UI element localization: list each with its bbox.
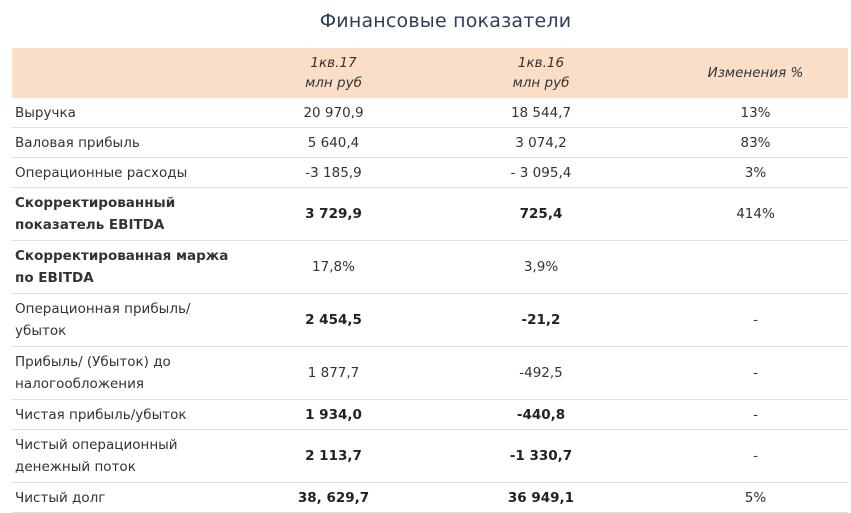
row-q16-value: 3,9%	[419, 240, 663, 294]
row-label: Чистый долг	[12, 482, 248, 513]
row-label: Скорректированный показатель EBITDA	[12, 187, 248, 241]
row-change-value: -	[663, 429, 848, 483]
table-row: Прибыль/ (Убыток) до налогообложения 1 87…	[12, 346, 848, 400]
row-q17-value: 20 970,9	[248, 98, 419, 128]
row-q16-value: -1 330,7	[419, 429, 663, 483]
row-q16-value: -440,8	[419, 399, 663, 430]
row-label: Скорректированная маржа по EBITDA	[12, 240, 248, 294]
header-q16-period: 1кв.16	[517, 55, 565, 71]
row-change-value: -	[663, 399, 848, 430]
row-q16-value: 725,4	[419, 187, 663, 241]
row-change-value: 5%	[663, 482, 848, 513]
table-row: Скорректированный показатель EBITDA 3 729…	[12, 187, 848, 241]
header-q17: 1кв.17 млн руб	[248, 48, 419, 98]
row-label: Операционная прибыль/убыток	[12, 293, 248, 347]
table-row: Выручка 20 970,9 18 544,7 13%	[12, 98, 848, 128]
row-change-value: 3%	[663, 157, 848, 188]
row-change-value: 414%	[663, 187, 848, 241]
row-label: Чистый операционный денежный поток	[12, 429, 248, 483]
page-title: Финансовые показатели	[319, 10, 572, 32]
row-q17-value: 38, 629,7	[248, 482, 419, 513]
row-q16-value: 3 074,2	[419, 127, 663, 158]
header-q16: 1кв.16 млн руб	[419, 48, 663, 98]
header-label-cell	[12, 48, 248, 98]
table-row: Операционная прибыль/убыток 2 454,5 -21,…	[12, 293, 848, 347]
row-q17-value: -3 185,9	[248, 157, 419, 188]
row-q16-value: 18 544,7	[419, 98, 663, 128]
financial-table: 1кв.17 млн руб 1кв.16 млн руб Изменения …	[12, 48, 848, 513]
row-change-value: 83%	[663, 127, 848, 158]
row-q17-value: 2 113,7	[248, 429, 419, 483]
header-change: Изменения %	[663, 48, 848, 98]
row-q17-value: 1 934,0	[248, 399, 419, 430]
row-q17-value: 1 877,7	[248, 346, 419, 400]
row-label: Выручка	[12, 98, 248, 128]
header-q17-unit: млн руб	[305, 75, 362, 91]
row-q17-value: 5 640,4	[248, 127, 419, 158]
table-row: Скорректированная маржа по EBITDA 17,8% 3…	[12, 240, 848, 294]
row-q16-value: -21,2	[419, 293, 663, 347]
table-header-row: 1кв.17 млн руб 1кв.16 млн руб Изменения …	[12, 48, 848, 98]
table-row: Чистый операционный денежный поток 2 113,…	[12, 429, 848, 483]
row-change-value: -	[663, 346, 848, 400]
row-change-value: -	[663, 293, 848, 347]
row-label: Чистая прибыль/убыток	[12, 399, 248, 430]
header-q17-period: 1кв.17	[310, 55, 357, 71]
row-q17-value: 3 729,9	[248, 187, 419, 241]
row-change-value: 13%	[663, 98, 848, 128]
row-label: Прибыль/ (Убыток) до налогообложения	[12, 346, 248, 400]
row-q16-value: - 3 095,4	[419, 157, 663, 188]
table-row: Валовая прибыль 5 640,4 3 074,2 83%	[12, 127, 848, 158]
header-q16-unit: млн руб	[512, 75, 570, 91]
table-row: Чистый долг 38, 629,7 36 949,1 5%	[12, 482, 848, 513]
row-change-value	[663, 240, 848, 294]
row-q16-value: -492,5	[419, 346, 663, 400]
row-q17-value: 17,8%	[248, 240, 419, 294]
row-q17-value: 2 454,5	[248, 293, 419, 347]
row-q16-value: 36 949,1	[419, 482, 663, 513]
row-label: Операционные расходы	[12, 157, 248, 188]
table-row: Операционные расходы -3 185,9 - 3 095,4 …	[12, 157, 848, 188]
row-label: Валовая прибыль	[12, 127, 248, 158]
table-row: Чистая прибыль/убыток 1 934,0 -440,8 -	[12, 399, 848, 430]
